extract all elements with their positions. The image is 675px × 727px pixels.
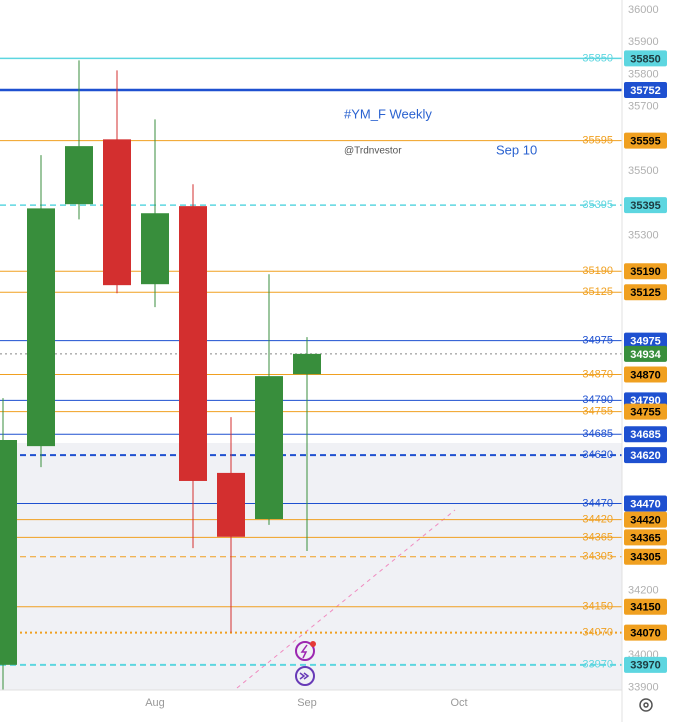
- price-tag-label: 35595: [630, 136, 661, 148]
- candle-body: [0, 440, 17, 665]
- level-label: 34365: [582, 531, 613, 543]
- price-tag-label: 35125: [630, 287, 661, 299]
- level-label: 34150: [582, 601, 613, 613]
- level-label: 35595: [582, 135, 613, 147]
- price-tag: [624, 366, 667, 383]
- price-tag-label: 33970: [630, 660, 661, 672]
- level-label: 34755: [582, 406, 613, 418]
- y-tick-label: 34200: [628, 585, 659, 597]
- price-tag-label: 34470: [630, 498, 661, 510]
- candle-body: [293, 353, 321, 375]
- y-tick-label: 35800: [628, 68, 659, 80]
- level-label: 35395: [582, 199, 613, 211]
- x-tick-label: Sep: [297, 697, 317, 709]
- y-tick-label: 36000: [628, 4, 659, 16]
- price-tag: [624, 403, 667, 420]
- price-tag-label: 35190: [630, 266, 661, 278]
- candle-body: [141, 213, 169, 285]
- candle-body: [179, 206, 207, 481]
- price-tag: [624, 332, 667, 349]
- price-tag-label: 34150: [630, 602, 661, 614]
- price-tag-label: 35395: [630, 200, 661, 212]
- event-dot: [310, 641, 316, 647]
- price-tag-label: 34620: [630, 450, 661, 462]
- level-label: 35850: [582, 52, 613, 64]
- level-label: 34070: [582, 626, 613, 638]
- level-label: 34620: [582, 449, 613, 461]
- x-tick-label: Aug: [145, 697, 165, 709]
- price-tag: [624, 426, 667, 443]
- price-tag: [624, 345, 667, 362]
- y-tick-label: 33900: [628, 681, 659, 693]
- price-tag: [624, 495, 667, 512]
- price-tag: [624, 82, 667, 98]
- price-tag: [624, 529, 667, 546]
- chart-title: #YM_F Weekly: [344, 106, 432, 121]
- price-tag: [624, 447, 667, 464]
- level-label: 35190: [582, 265, 613, 277]
- price-tag-label: 34365: [630, 532, 661, 544]
- level-label: 34975: [582, 335, 613, 347]
- candle-body: [255, 376, 283, 520]
- y-tick-label: 35500: [628, 165, 659, 177]
- zone: [0, 443, 622, 690]
- levels: 35850 35595 35395 35190 35125 34975 34870 34790…: [0, 52, 622, 671]
- price-tag-label: 34070: [630, 627, 661, 639]
- price-tag-label: 34685: [630, 429, 661, 441]
- y-tick-label: 35900: [628, 36, 659, 48]
- candle-body: [27, 208, 55, 447]
- price-tag-label: 35752: [630, 85, 661, 97]
- author: @Trdnvestor: [344, 146, 402, 157]
- event-icon[interactable]: [295, 641, 315, 661]
- y-tick-label: 35700: [628, 101, 659, 113]
- level-label: 33970: [582, 659, 613, 671]
- y-tick-label: 35300: [628, 230, 659, 242]
- level-label: 34685: [582, 428, 613, 440]
- x-tick-label: Oct: [450, 697, 467, 709]
- price-tag: [624, 132, 667, 149]
- candle-body: [217, 472, 245, 537]
- date-label: Sep 10: [496, 142, 537, 157]
- level-label: 34420: [582, 514, 613, 526]
- level-label: 35125: [582, 286, 613, 298]
- axis: 3600035900358003570035500353003420034000…: [145, 4, 667, 709]
- candle-body: [103, 139, 131, 286]
- price-tag: [624, 197, 667, 214]
- event-icon[interactable]: [295, 666, 315, 686]
- price-tag: [624, 548, 667, 565]
- settings-button[interactable]: [639, 698, 653, 712]
- trend-line: [236, 509, 456, 689]
- price-tag: [624, 656, 667, 673]
- price-tag-label: 34975: [630, 336, 661, 348]
- price-tag: [624, 284, 667, 301]
- price-tag-label: 34305: [630, 552, 661, 564]
- level-label: 34790: [582, 394, 613, 406]
- price-tag: [624, 263, 667, 280]
- level-label: 34870: [582, 368, 613, 380]
- price-tag-label: 34934: [630, 349, 661, 361]
- price-tag: [624, 511, 667, 528]
- price-tag: [624, 598, 667, 615]
- price-tag-label: 35850: [630, 53, 661, 65]
- level-label: 34470: [582, 497, 613, 509]
- candle-body: [65, 146, 93, 205]
- settings-button-center: [643, 702, 649, 708]
- price-tag-label: 34420: [630, 515, 661, 527]
- event-icon-glyph: [300, 644, 308, 659]
- price-tag-label: 34755: [630, 407, 661, 419]
- candles: [0, 60, 321, 690]
- level-label: 34305: [582, 551, 613, 563]
- price-tag: [624, 624, 667, 641]
- price-tag-label: 34870: [630, 369, 661, 381]
- price-tag: [624, 50, 667, 67]
- event-icon-glyph: [299, 672, 310, 680]
